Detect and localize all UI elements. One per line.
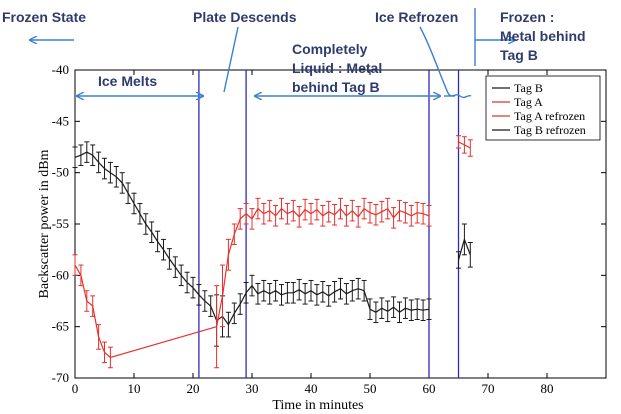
annotation-liquid-line1: Completely: [292, 41, 368, 57]
annotation-liquid-line2: Liquid : Metal: [292, 60, 382, 76]
plate-descends-pointer: [223, 26, 239, 93]
x-tick-label: 50: [364, 381, 377, 396]
y-tick-label: -70: [52, 370, 69, 385]
legend-box: [485, 75, 601, 141]
annotation-ice-refrozen: Ice Refrozen: [375, 9, 458, 25]
legend-entry-tag-a: Tag A: [514, 95, 543, 109]
y-tick-label: -40: [52, 62, 69, 77]
annotation-frozen-state: Frozen State: [2, 9, 86, 25]
y-tick-label: -55: [52, 216, 69, 231]
annotation-liquid-line3: behind Tag B: [292, 79, 380, 95]
y-tick-label: -60: [52, 267, 69, 282]
annotation-frozen-metal-line3: Tag B: [500, 47, 538, 63]
x-axis-label: Time in minutes: [272, 398, 363, 413]
y-tick-label: -65: [52, 319, 69, 334]
series-tag-a: [72, 197, 432, 369]
y-tick-label: -50: [52, 165, 69, 180]
annotation-plate-descends: Plate Descends: [193, 9, 297, 25]
legend-entry-tag-b-refrozen: Tag B refrozen: [514, 123, 586, 137]
ice-refrozen-pointer: [419, 26, 472, 99]
series-layer: [72, 135, 473, 369]
legend: Tag B Tag A Tag A refrozen Tag B refroze…: [485, 75, 601, 141]
x-tick-label: 70: [482, 381, 495, 396]
x-tick-label: 0: [72, 381, 79, 396]
annotation-ice-melts: Ice Melts: [98, 73, 157, 89]
series-tag-b-refrozen: [456, 223, 473, 269]
legend-entry-tag-a-refrozen: Tag A refrozen: [514, 109, 585, 123]
x-tick-label: 30: [246, 381, 259, 396]
x-tick-label: 10: [128, 381, 141, 396]
series-tag-b: [72, 141, 432, 347]
x-tick-label: 20: [187, 381, 200, 396]
legend-entry-tag-b: Tag B: [514, 81, 543, 95]
series-line: [74, 207, 430, 359]
annotation-arrows: [30, 8, 515, 97]
x-tick-label: 80: [541, 381, 554, 396]
series-line: [74, 151, 430, 326]
x-tick-label: 60: [423, 381, 436, 396]
annotation-frozen-metal-line2: Metal behind: [500, 28, 586, 44]
y-axis-label: Backscatter power in dBm: [37, 149, 52, 298]
y-tick-label: -45: [52, 113, 69, 128]
series-tag-a-refrozen: [456, 135, 473, 157]
x-tick-label: 40: [305, 381, 318, 396]
annotation-frozen-metal-line1: Frozen :: [500, 9, 554, 25]
